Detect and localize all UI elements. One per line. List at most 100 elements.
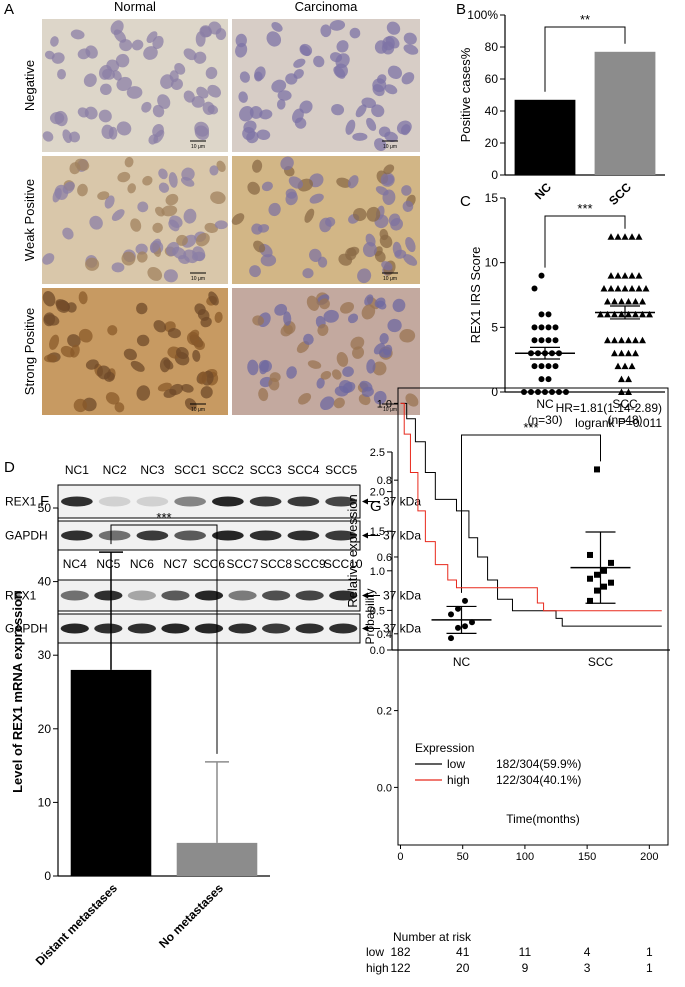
data-point	[625, 375, 632, 383]
cell-nucleus	[192, 349, 201, 362]
cell-nucleus	[83, 73, 97, 88]
column-header: Carcinoma	[295, 0, 359, 14]
cell-nucleus	[159, 357, 171, 373]
cell-nucleus	[207, 105, 219, 115]
cell-nucleus	[251, 223, 263, 235]
scale-bar-label: 10 μm	[383, 276, 397, 282]
x-tick-label: 0	[397, 851, 403, 863]
cell-nucleus	[352, 132, 368, 141]
panel-label: B	[456, 1, 466, 18]
lane-label: SCC9	[294, 557, 326, 571]
blot-band	[287, 496, 320, 507]
y-tick-label: 20	[485, 136, 499, 150]
cell-nucleus	[115, 53, 130, 68]
lane-label: SCC5	[325, 463, 357, 477]
cell-nucleus	[271, 21, 283, 32]
cell-nucleus	[390, 218, 403, 231]
x-tick-label: NC	[532, 180, 554, 202]
cell-nucleus	[183, 48, 197, 61]
error-bar	[585, 531, 616, 604]
x-tick-label: 200	[640, 851, 658, 863]
cell-nucleus	[114, 402, 125, 413]
y-tick-label: 0.4	[377, 629, 392, 641]
y-tick-label: 1.0	[377, 398, 392, 410]
cell-nucleus	[376, 300, 387, 310]
data-point	[600, 285, 608, 292]
scale-bar-label: 10 μm	[383, 407, 397, 413]
cell-nucleus	[303, 333, 314, 345]
cell-nucleus	[269, 372, 281, 383]
cell-nucleus	[373, 342, 385, 355]
cell-nucleus	[293, 68, 304, 79]
cell-nucleus	[399, 329, 416, 343]
cell-nucleus	[372, 84, 385, 97]
cell-nucleus	[276, 98, 286, 110]
cell-nucleus	[137, 201, 149, 213]
row-label: REX1	[5, 589, 37, 603]
cell-nucleus	[249, 265, 261, 278]
cell-nucleus	[136, 302, 148, 315]
cell-nucleus	[374, 250, 386, 263]
lane-label: SCC7	[227, 557, 259, 571]
cell-nucleus	[157, 382, 172, 392]
blot-band	[161, 623, 190, 634]
data-point	[618, 349, 625, 357]
data-point	[545, 311, 552, 318]
cell-nucleus	[258, 387, 269, 402]
cell-nucleus	[136, 251, 148, 263]
cell-nucleus	[238, 91, 248, 103]
cell-nucleus	[69, 131, 80, 143]
marker-label: 37 kDa	[383, 589, 421, 603]
cell-nucleus	[181, 384, 194, 393]
cell-nucleus	[313, 55, 325, 68]
cell-nucleus	[298, 393, 312, 405]
scale-bar-label: 10 μm	[191, 144, 205, 150]
cell-nucleus	[98, 109, 112, 123]
cell-nucleus	[44, 50, 55, 60]
cell-nucleus	[110, 20, 124, 35]
cell-nucleus	[336, 177, 351, 188]
x-tick-label: Distant metastases	[33, 881, 120, 968]
cell-nucleus	[77, 107, 89, 118]
data-point	[469, 619, 475, 626]
cell-nucleus	[386, 21, 401, 35]
cell-nucleus	[42, 131, 54, 142]
cell-nucleus	[403, 44, 419, 55]
data-point	[639, 297, 646, 305]
cell-nucleus	[85, 45, 98, 59]
cell-nucleus	[102, 68, 116, 80]
cell-nucleus	[306, 295, 320, 311]
cell-nucleus	[256, 129, 271, 141]
lane-label: SCC6	[193, 557, 225, 571]
data-point	[635, 285, 643, 292]
cell-nucleus	[42, 253, 55, 265]
cell-nucleus	[380, 172, 395, 187]
lane-label: NC3	[140, 463, 164, 477]
blot-band	[228, 590, 257, 601]
cell-nucleus	[293, 58, 306, 68]
column-header: Normal	[114, 0, 156, 14]
blot-band	[136, 496, 169, 507]
y-axis-title: Level of REX1 mRNA expression	[10, 591, 25, 793]
cell-nucleus	[207, 84, 221, 98]
lane-label: SCC8	[260, 557, 292, 571]
lane-label: NC4	[63, 557, 87, 571]
data-point	[621, 272, 629, 279]
blot-band	[249, 496, 282, 507]
blot-band	[94, 623, 123, 634]
panel-label: A	[4, 1, 14, 18]
blot-band	[262, 623, 291, 634]
cell-nucleus	[216, 160, 226, 172]
data-point	[448, 611, 454, 618]
cell-nucleus	[254, 71, 263, 82]
blot-band	[249, 530, 282, 541]
y-tick-label: 0.2	[377, 706, 392, 718]
row-label: REX1	[5, 495, 37, 509]
cell-nucleus	[394, 249, 407, 259]
cell-nucleus	[283, 311, 292, 326]
x-tick-label: 50	[457, 851, 469, 863]
x-tick-label: SCC	[612, 397, 638, 411]
cell-nucleus	[136, 385, 151, 401]
cell-nucleus	[143, 46, 158, 60]
